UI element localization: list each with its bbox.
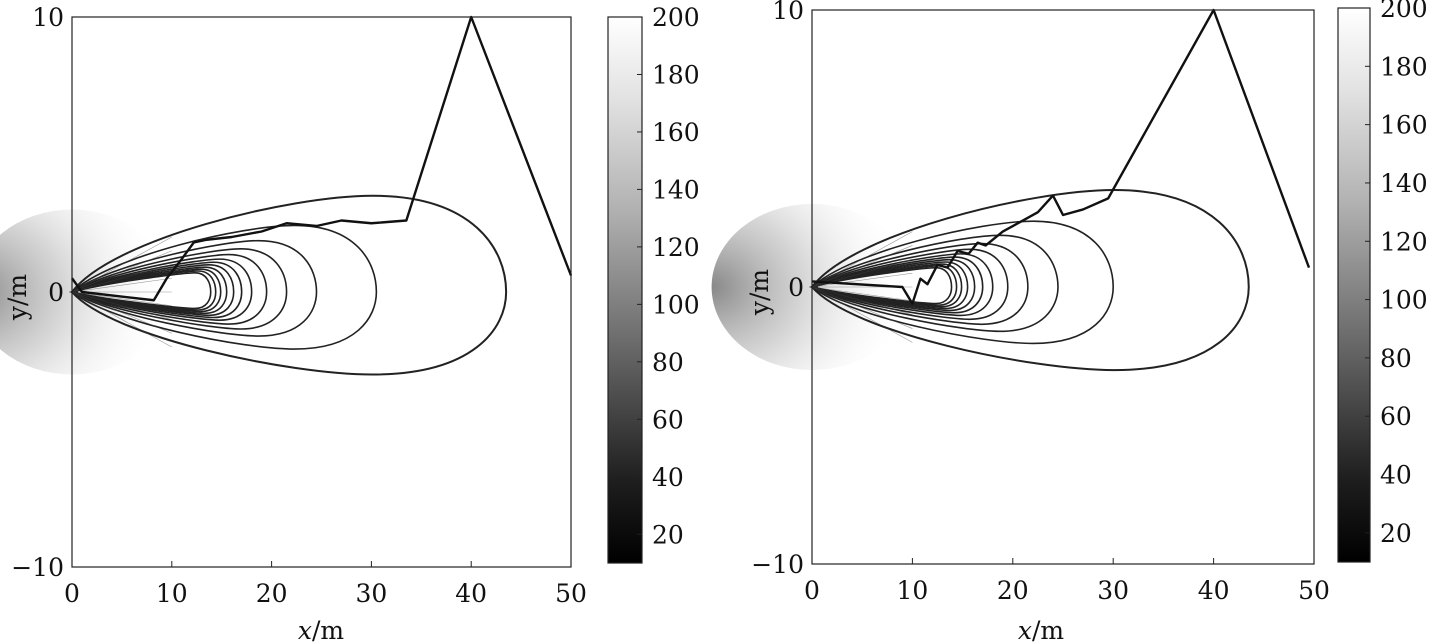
- contour-line: [810, 234, 1059, 333]
- colorbar-tick-label: 100: [1380, 286, 1428, 315]
- x-tick-label: 40: [455, 579, 487, 608]
- y-tick-label: 10: [772, 0, 804, 25]
- contour-line: [809, 258, 976, 312]
- colorbar-tick-label: 20: [652, 520, 684, 549]
- contour-line: [68, 270, 217, 311]
- contour-line: [70, 248, 288, 330]
- colorbar-tick-label: 200: [652, 3, 700, 32]
- x-axis-unit: /m: [312, 616, 344, 642]
- contour-ray: [71, 291, 172, 307]
- contour-line: [69, 268, 222, 313]
- x-tick-label: 10: [896, 576, 928, 605]
- contour-line: [810, 242, 1029, 326]
- colorbar-tick-label: 120: [1380, 227, 1428, 256]
- colorbar-tick-label: 40: [652, 463, 684, 492]
- contour-ray: [811, 286, 913, 315]
- x-tick-label: 40: [1198, 576, 1230, 605]
- colorbar: [1337, 7, 1371, 563]
- x-axis-label: x/m: [298, 616, 345, 642]
- path-line: [71, 15, 573, 302]
- colorbar-tick-label: 200: [1380, 0, 1428, 23]
- x-axis-variable: x: [298, 616, 312, 642]
- contour-ray: [71, 277, 172, 293]
- colorbar-tick-label: 60: [652, 405, 684, 434]
- x-tick-label: 0: [804, 576, 820, 605]
- x-axis-unit: /m: [1032, 616, 1064, 642]
- contour-ray: [811, 286, 913, 343]
- colorbar-tick-label: 100: [652, 290, 700, 319]
- colorbar-tick-label: 60: [1380, 402, 1412, 431]
- y-tick-label: −10: [751, 550, 804, 579]
- contour-line: [69, 261, 243, 319]
- contour-line: [810, 220, 1115, 345]
- colorbar-tick-label: 20: [1380, 519, 1412, 548]
- colorbar-tick-label: 40: [1380, 461, 1412, 490]
- contour-ray: [71, 291, 172, 334]
- x-tick-label: 10: [156, 579, 188, 608]
- contour-ray: [71, 291, 172, 348]
- contour-ray: [71, 236, 172, 293]
- contour-ray: [811, 286, 913, 302]
- contour-line: [69, 264, 235, 317]
- contour-ray: [71, 264, 172, 293]
- y-tick-label: 10: [32, 3, 64, 32]
- x-tick-label: 30: [1097, 576, 1129, 605]
- x-tick-label: 0: [64, 579, 80, 608]
- contour-ray: [811, 286, 913, 329]
- contour-line: [69, 266, 228, 315]
- x-axis-variable: x: [1018, 616, 1032, 642]
- contour-line: [809, 256, 984, 314]
- contour-ray: [71, 291, 172, 320]
- contour-ray: [811, 231, 913, 288]
- colorbar-tick-label: 140: [1380, 169, 1428, 198]
- colorbar-tick-label: 160: [1380, 111, 1428, 140]
- contour-line: [810, 189, 1250, 372]
- contour-line: [70, 239, 318, 337]
- contour-panel-right: 0 10 20 30 40 50100−10x/my/m20018016014012010…: [711, 0, 1428, 642]
- contour-line: [810, 248, 1009, 321]
- x-tick-label: 50: [1298, 576, 1330, 605]
- colorbar-tick-label: 160: [652, 118, 700, 147]
- contour-ray: [811, 245, 913, 288]
- contour-line: [811, 266, 953, 305]
- y-axis-label: y/m: [745, 269, 774, 317]
- y-tick-label: 0: [48, 278, 64, 307]
- y-tick-label: −10: [11, 553, 64, 582]
- contour-line: [71, 272, 212, 310]
- x-tick-label: 30: [355, 579, 387, 608]
- contour-panel-left: 0 10 20 30 40 50100−10x/my/m20018016014012010…: [0, 3, 700, 642]
- contour-line: [809, 261, 969, 310]
- path-line: [811, 8, 1311, 305]
- contour-line: [70, 224, 378, 350]
- contour-ray: [811, 272, 913, 288]
- y-axis-label: y/m: [3, 274, 32, 322]
- x-tick-label: 50: [555, 579, 587, 608]
- contour-ray: [71, 250, 172, 293]
- x-tick-label: 20: [997, 576, 1029, 605]
- colorbar-tick-label: 180: [652, 60, 700, 89]
- x-tick-label: 20: [256, 579, 288, 608]
- colorbar-tick-label: 180: [1380, 52, 1428, 81]
- colorbar-tick-label: 80: [1380, 344, 1412, 373]
- contour-line: [808, 265, 958, 306]
- x-axis-label: x/m: [1018, 616, 1065, 642]
- colorbar-tick-label: 80: [652, 348, 684, 377]
- y-tick-label: 0: [788, 273, 804, 302]
- contour-line: [809, 263, 963, 308]
- contour-line: [70, 253, 268, 325]
- contour-line: [70, 194, 508, 376]
- colorbar-tick-label: 120: [652, 233, 700, 262]
- colorbar-tick-label: 140: [652, 175, 700, 204]
- colorbar: [607, 16, 643, 564]
